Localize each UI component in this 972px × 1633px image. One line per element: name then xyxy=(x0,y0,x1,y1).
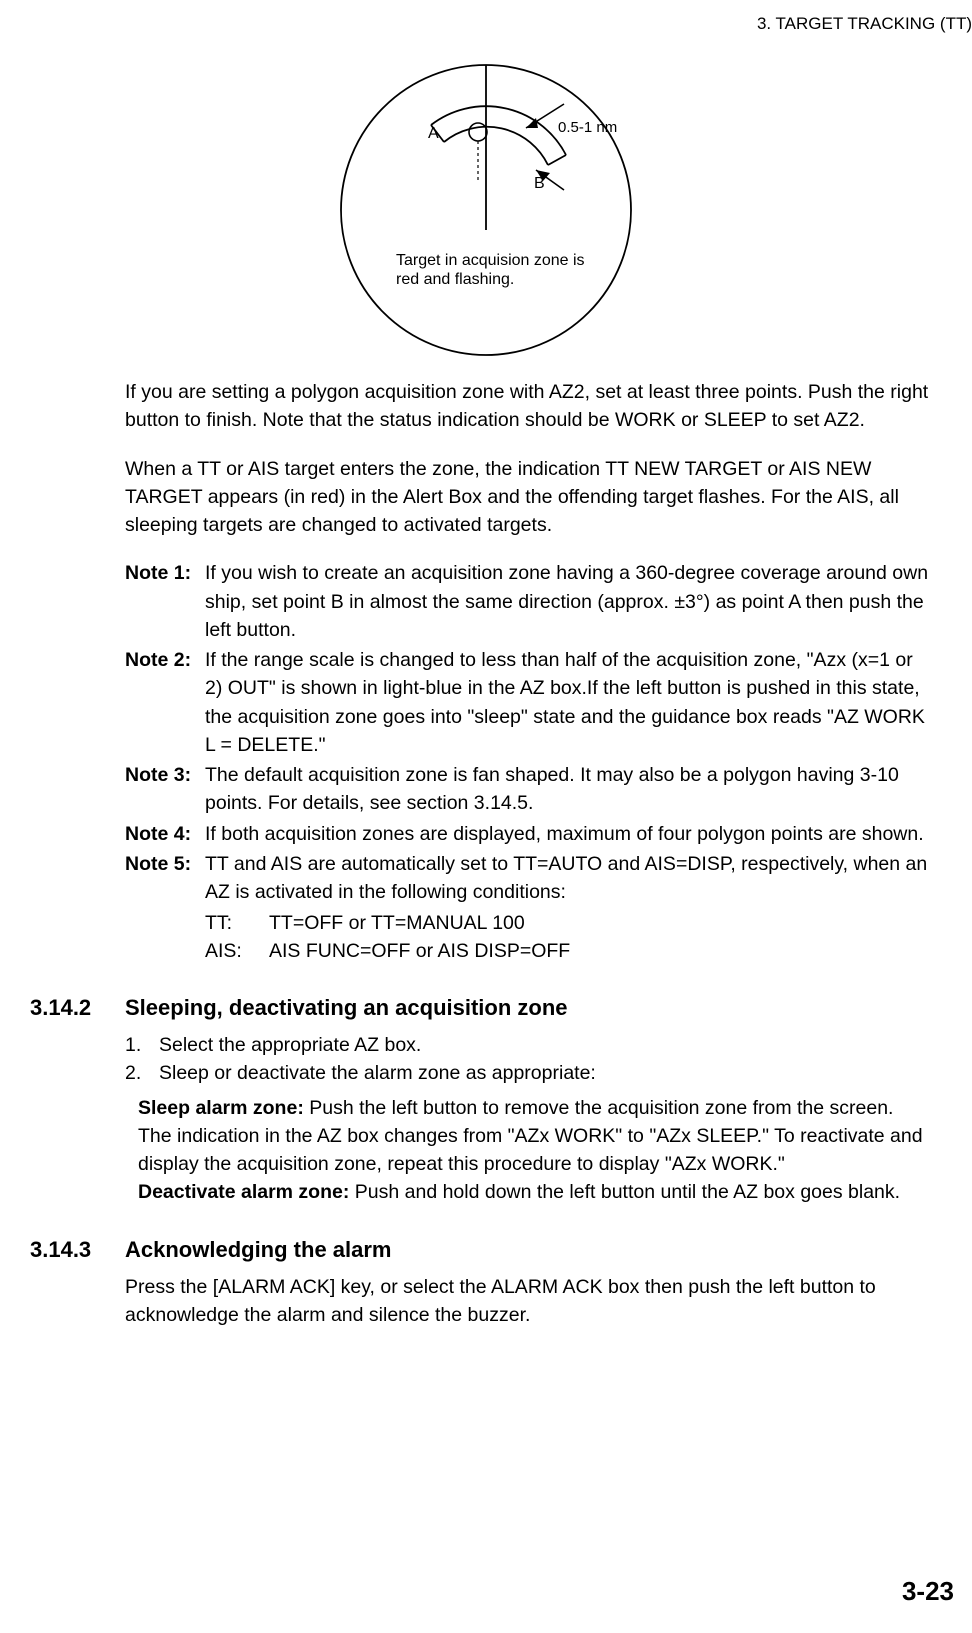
section-3-14-3-heading: 3.14.3 Acknowledging the alarm xyxy=(30,1237,942,1263)
paragraph: Press the [ALARM ACK] key, or select the… xyxy=(125,1273,932,1330)
note-label: Note 4: xyxy=(125,820,205,848)
note-label: Note 5: xyxy=(125,850,205,907)
section-number: 3.14.3 xyxy=(30,1237,125,1263)
sub-key: AIS: xyxy=(205,937,269,965)
note-label: Note 1: xyxy=(125,559,205,644)
list-item: 2. Sleep or deactivate the alarm zone as… xyxy=(125,1059,942,1087)
section-title: Sleeping, deactivating an acquisition zo… xyxy=(125,995,568,1021)
section-3-14-3-body: Press the [ALARM ACK] key, or select the… xyxy=(125,1273,932,1330)
chapter-header: 3. TARGET TRACKING (TT) xyxy=(757,14,972,34)
deactivate-text: Push and hold down the left button until… xyxy=(349,1181,900,1203)
note-body: If both acquisition zones are displayed,… xyxy=(205,820,932,848)
section-3-14-2-heading: 3.14.2 Sleeping, deactivating an acquisi… xyxy=(30,995,942,1021)
note-5: Note 5: TT and AIS are automatically set… xyxy=(125,850,932,907)
note-5-sub: TT: TT=OFF or TT=MANUAL 100 AIS: AIS FUN… xyxy=(205,909,932,966)
sub-val: TT=OFF or TT=MANUAL 100 xyxy=(269,909,525,937)
note-body: If the range scale is changed to less th… xyxy=(205,646,932,759)
note-body: If you wish to create an acquisition zon… xyxy=(205,559,932,644)
note-3: Note 3: The default acquisition zone is … xyxy=(125,761,932,818)
sub-key: TT: xyxy=(205,909,269,937)
list-body: Select the appropriate AZ box. xyxy=(159,1031,942,1059)
diagram-label-b: B xyxy=(534,175,545,192)
list-number: 2. xyxy=(125,1059,159,1087)
sub-val: AIS FUNC=OFF or AIS DISP=OFF xyxy=(269,937,570,965)
section-title: Acknowledging the alarm xyxy=(125,1237,392,1263)
note-4: Note 4: If both acquisition zones are di… xyxy=(125,820,932,848)
sleep-deactivate-block: Sleep alarm zone: Push the left button t… xyxy=(138,1094,932,1207)
sleep-label: Sleep alarm zone: xyxy=(138,1097,304,1119)
diagram-label-a: A xyxy=(428,125,439,142)
acquisition-zone-diagram: A B 0.5-1 nm Target in acquision zone is… xyxy=(30,60,942,360)
diagram-range-label: 0.5-1 nm xyxy=(558,119,617,136)
list-number: 1. xyxy=(125,1031,159,1059)
note-2: Note 2: If the range scale is changed to… xyxy=(125,646,932,759)
note-body: The default acquisition zone is fan shap… xyxy=(205,761,932,818)
note-label: Note 2: xyxy=(125,646,205,759)
paragraph-2: When a TT or AIS target enters the zone,… xyxy=(125,455,932,540)
list-item: 1. Select the appropriate AZ box. xyxy=(125,1031,942,1059)
note-body: TT and AIS are automatically set to TT=A… xyxy=(205,850,932,907)
diagram-caption-1: Target in acquision zone is xyxy=(396,252,585,269)
section-number: 3.14.2 xyxy=(30,995,125,1021)
deactivate-label: Deactivate alarm zone: xyxy=(138,1181,349,1203)
note-1: Note 1: If you wish to create an acquisi… xyxy=(125,559,932,644)
diagram-caption-2: red and flashing. xyxy=(396,271,514,288)
paragraph-1: If you are setting a polygon acquisition… xyxy=(125,378,932,435)
note-label: Note 3: xyxy=(125,761,205,818)
page-number: 3-23 xyxy=(902,1576,954,1607)
list-body: Sleep or deactivate the alarm zone as ap… xyxy=(159,1059,942,1087)
